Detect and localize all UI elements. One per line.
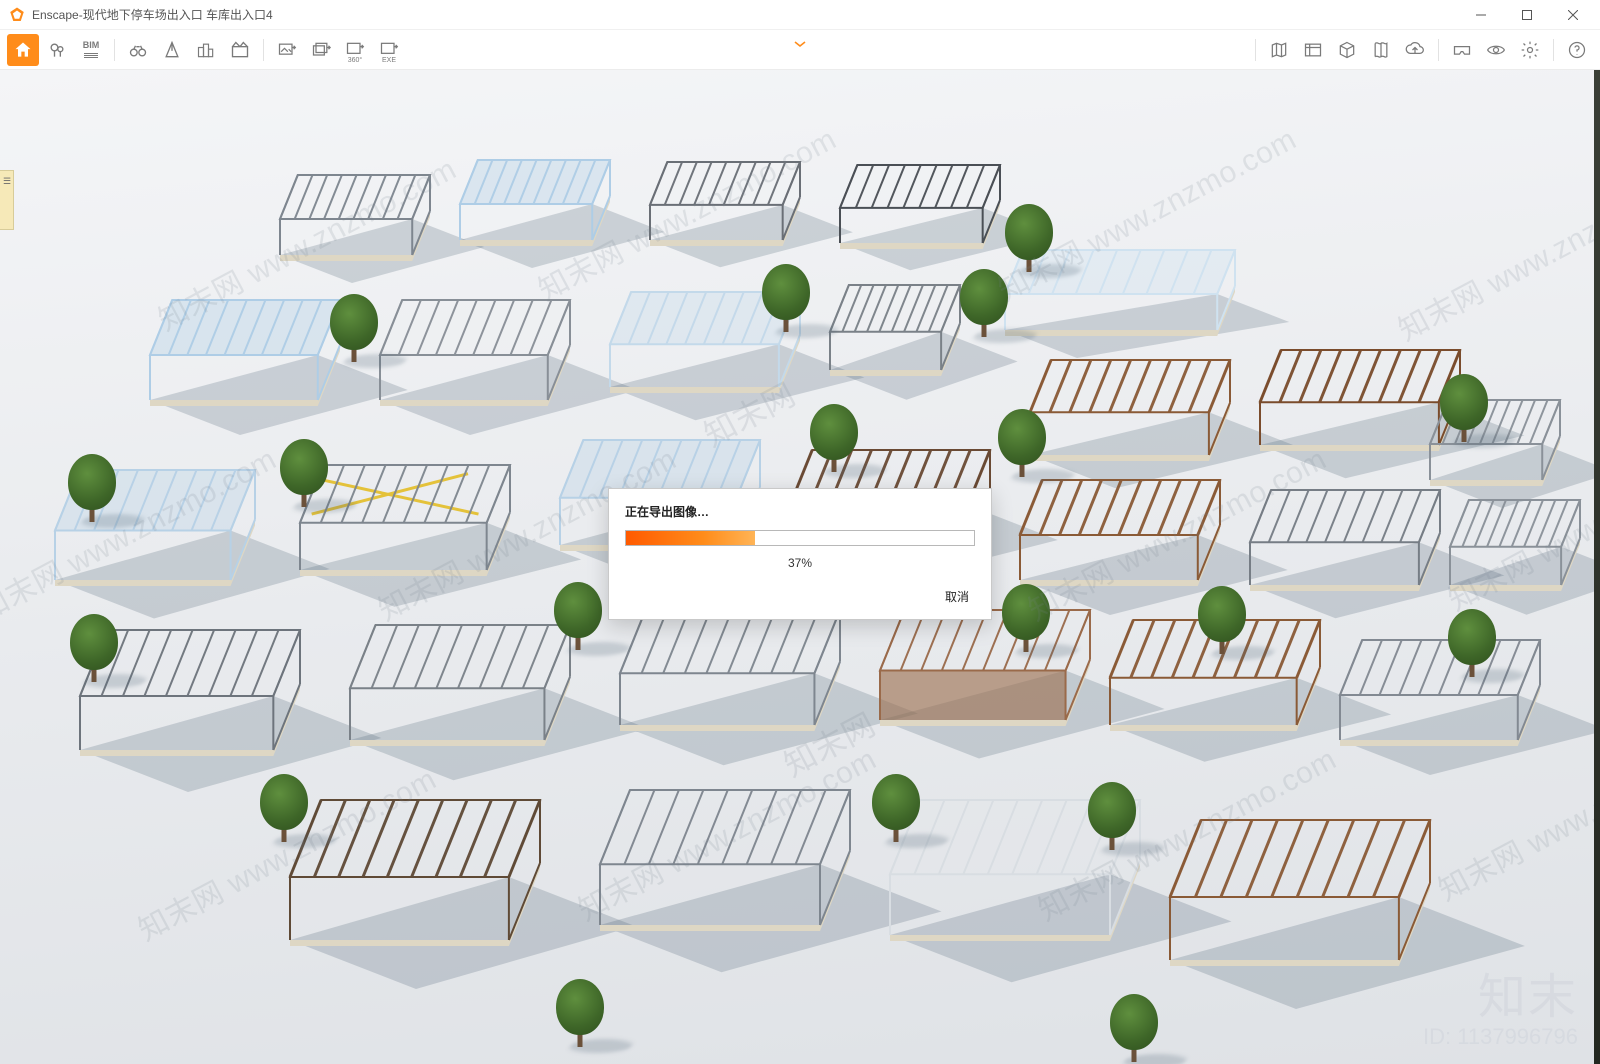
tree xyxy=(810,400,858,472)
export-image-button[interactable] xyxy=(271,34,303,66)
asset-library-button[interactable] xyxy=(1297,34,1329,66)
binoculars-button[interactable] xyxy=(122,34,154,66)
model-structure xyxy=(620,610,840,725)
model-structure xyxy=(1170,820,1430,960)
bim-label: BIM xyxy=(83,41,100,50)
model-structure xyxy=(1340,640,1540,740)
tree xyxy=(260,770,308,842)
minimize-button[interactable] xyxy=(1458,0,1504,30)
model-structure xyxy=(650,162,800,240)
tree xyxy=(556,975,604,1047)
favorites-button[interactable] xyxy=(41,34,73,66)
model-structure xyxy=(1250,490,1440,585)
model-button[interactable] xyxy=(190,34,222,66)
model-structure xyxy=(300,465,510,570)
help-button[interactable] xyxy=(1561,34,1593,66)
export-exe-label: EXE xyxy=(382,57,396,64)
progress-percent: 37% xyxy=(625,556,975,570)
model-structure xyxy=(290,800,540,940)
material-library-button[interactable] xyxy=(1365,34,1397,66)
doc-title: 现代地下停车场出入口 车库出入口4 xyxy=(83,6,273,23)
map-button[interactable] xyxy=(1263,34,1295,66)
model-structure xyxy=(1020,480,1220,580)
viewport[interactable]: ☰ 知末网 www.znzmo.com知末网 www.znzmo.com知末网 … xyxy=(0,70,1600,1064)
model-structure xyxy=(840,165,1000,243)
tree xyxy=(1002,580,1050,652)
visual-settings-button[interactable] xyxy=(1480,34,1512,66)
app-logo-icon xyxy=(8,6,26,24)
left-panel-stub[interactable]: ☰ xyxy=(0,170,14,230)
tree xyxy=(554,578,602,650)
model-structure xyxy=(460,160,610,240)
tree xyxy=(70,610,118,682)
tree xyxy=(1440,370,1488,442)
orbit-button[interactable] xyxy=(156,34,188,66)
tree xyxy=(1448,605,1496,677)
tree xyxy=(998,405,1046,477)
model-structure xyxy=(600,790,850,925)
close-button[interactable] xyxy=(1550,0,1596,30)
dialog-title: 正在导出图像… xyxy=(625,503,975,520)
model-structure xyxy=(350,625,570,740)
model-structure xyxy=(830,285,960,370)
model-structure xyxy=(1450,500,1580,585)
tree xyxy=(68,450,116,522)
toolbar-overflow-indicator xyxy=(784,40,816,48)
progress-bar-fill xyxy=(626,531,755,545)
tree xyxy=(960,265,1008,337)
tree xyxy=(872,770,920,842)
upload-button[interactable] xyxy=(1399,34,1431,66)
settings-button[interactable] xyxy=(1514,34,1546,66)
bim-button[interactable]: BIM xyxy=(75,34,107,66)
model-structure xyxy=(380,300,570,400)
export-360-button[interactable]: 360° xyxy=(339,34,371,66)
maximize-button[interactable] xyxy=(1504,0,1550,30)
tree xyxy=(330,290,378,362)
video-button[interactable] xyxy=(224,34,256,66)
progress-bar xyxy=(625,530,975,546)
tree xyxy=(280,435,328,507)
tree xyxy=(1198,582,1246,654)
home-button[interactable] xyxy=(7,34,39,66)
vr-button[interactable] xyxy=(1446,34,1478,66)
export-progress-dialog: 正在导出图像… 37% 取消 xyxy=(608,488,992,620)
export-360-label: 360° xyxy=(348,57,362,64)
tree xyxy=(762,260,810,332)
model-structure xyxy=(150,300,340,400)
tree xyxy=(1005,200,1053,272)
export-batch-button[interactable] xyxy=(305,34,337,66)
tree xyxy=(1110,990,1158,1062)
model-structure xyxy=(280,175,430,255)
tree xyxy=(1088,778,1136,850)
right-edge-sliver xyxy=(1594,70,1600,1064)
cube-button[interactable] xyxy=(1331,34,1363,66)
model-structure xyxy=(1030,360,1230,455)
title-bar: Enscape - 现代地下停车场出入口 车库出入口4 xyxy=(0,0,1600,30)
export-exe-button[interactable]: EXE xyxy=(373,34,405,66)
app-name: Enscape xyxy=(32,8,79,22)
model-structure xyxy=(880,610,1090,720)
app-window: Enscape - 现代地下停车场出入口 车库出入口4 BIM 360° EXE xyxy=(0,0,1600,1064)
toolbar: BIM 360° EXE xyxy=(0,30,1600,70)
cancel-button[interactable]: 取消 xyxy=(939,584,975,609)
